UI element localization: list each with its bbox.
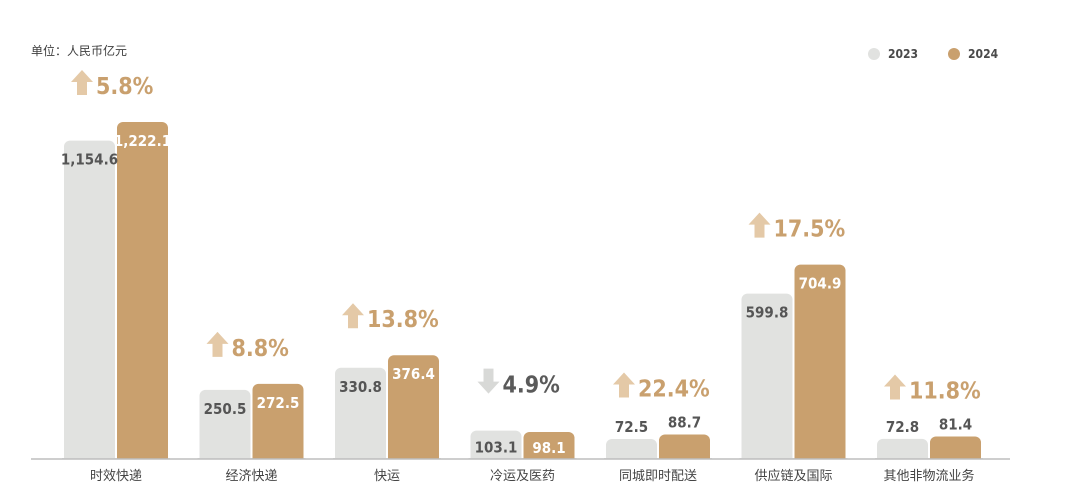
growth-indicator: 5.8% [71,70,154,100]
value-label-2023: 250.5 [204,400,247,418]
bar-2023 [470,430,522,465]
value-label-2024: 272.5 [257,394,300,412]
bar-2024 [523,431,575,465]
growth-indicator: 11.8% [884,374,981,405]
value-label-2023: 72.8 [886,418,919,436]
arrow-up-icon [342,303,364,329]
change-percent-label: 17.5% [774,217,846,243]
bar-2024 [930,436,981,465]
value-label-2024: 81.4 [939,416,972,434]
value-label-2023: 330.8 [339,378,382,396]
growth-indicator: 13.8% [342,303,439,333]
legend-item-2023: 2023 [868,47,918,61]
value-label-2023: 72.5 [615,418,648,436]
bar-base-mask [62,459,170,467]
bar-base-mask [468,459,577,467]
unit-label: 单位：人民币亿元 [31,44,128,58]
bar-2023 [741,293,793,465]
change-percent-label: 22.4% [638,377,710,403]
bar-group: 72.8 81.4 11.8% 其他非物流业务 [875,374,983,484]
change-percent-label: 11.8% [909,379,981,405]
value-label-2024: 88.7 [668,414,701,432]
legend-item-2024: 2024 [948,47,998,61]
bar-2023 [199,389,251,465]
arrow-up-icon [71,70,93,95]
legend-swatch-2024 [948,48,961,60]
bar-2024 [388,355,439,465]
category-label: 冷运及医药 [490,469,555,484]
bar-group: 599.8 704.9 17.5% 供应链及国际 [739,212,848,484]
legend-swatch-2023 [868,48,880,60]
category-label: 供应链及国际 [754,468,832,484]
arrow-up-icon [613,372,635,398]
legend-label-2024: 2024 [968,47,999,61]
growth-indicator: 17.5% [748,212,846,243]
change-percent-label: 13.8% [367,307,439,333]
value-label-2024: 704.9 [799,275,842,293]
category-label: 快运 [374,469,400,484]
bar-2024 [794,264,846,465]
bar-group: 330.8 376.4 13.8% 快运 [333,303,441,484]
bar-group: 1,154.61,222.1 5.8% 时效快递 [61,70,171,484]
change-percent-label: 5.8% [96,74,154,100]
value-label-2024: 376.4 [392,365,435,383]
change-percent-label: 4.9% [503,373,561,399]
arrow-up-icon [884,374,906,400]
value-label-2024: 1,222.1 [114,132,171,150]
arrow-up-icon [748,212,771,238]
legend: 2023 2024 [868,47,1028,61]
value-label-2024: 98.1 [532,439,565,457]
category-label: 经济快递 [225,469,277,484]
growth-indicator: 22.4% [613,372,710,403]
legend-label-2023: 2023 [888,47,919,61]
decline-indicator: 4.9% [477,368,561,399]
category-label: 同城即时配送 [619,469,697,484]
bar-2023 [64,140,115,465]
category-label: 其他非物流业务 [883,468,974,484]
bar-base-mask [604,459,712,467]
bar-base-mask [739,459,848,467]
arrow-up-icon [206,331,229,357]
bar-group: 72.5 88.7 22.4% 同城即时配送 [604,372,712,484]
category-label: 时效快递 [90,469,142,484]
bar-2024 [252,383,304,465]
bar-group: 250.5 272.5 8.8% 经济快递 [197,331,306,484]
growth-indicator: 8.8% [206,331,290,362]
bar-base-mask [197,459,306,467]
bar-2023 [335,367,386,465]
bar-base-mask [333,459,441,467]
value-label-2023: 1,154.6 [61,151,118,169]
bar-2024 [659,434,710,465]
value-label-2023: 599.8 [746,304,789,322]
value-label-2023: 103.1 [475,439,518,457]
change-percent-label: 8.8% [232,336,290,362]
bar-group: 103.1 98.1 4.9% 冷运及医药 [468,368,577,484]
bar-base-mask [875,459,983,467]
bar-2024 [117,122,168,465]
arrow-down-icon [477,368,500,394]
